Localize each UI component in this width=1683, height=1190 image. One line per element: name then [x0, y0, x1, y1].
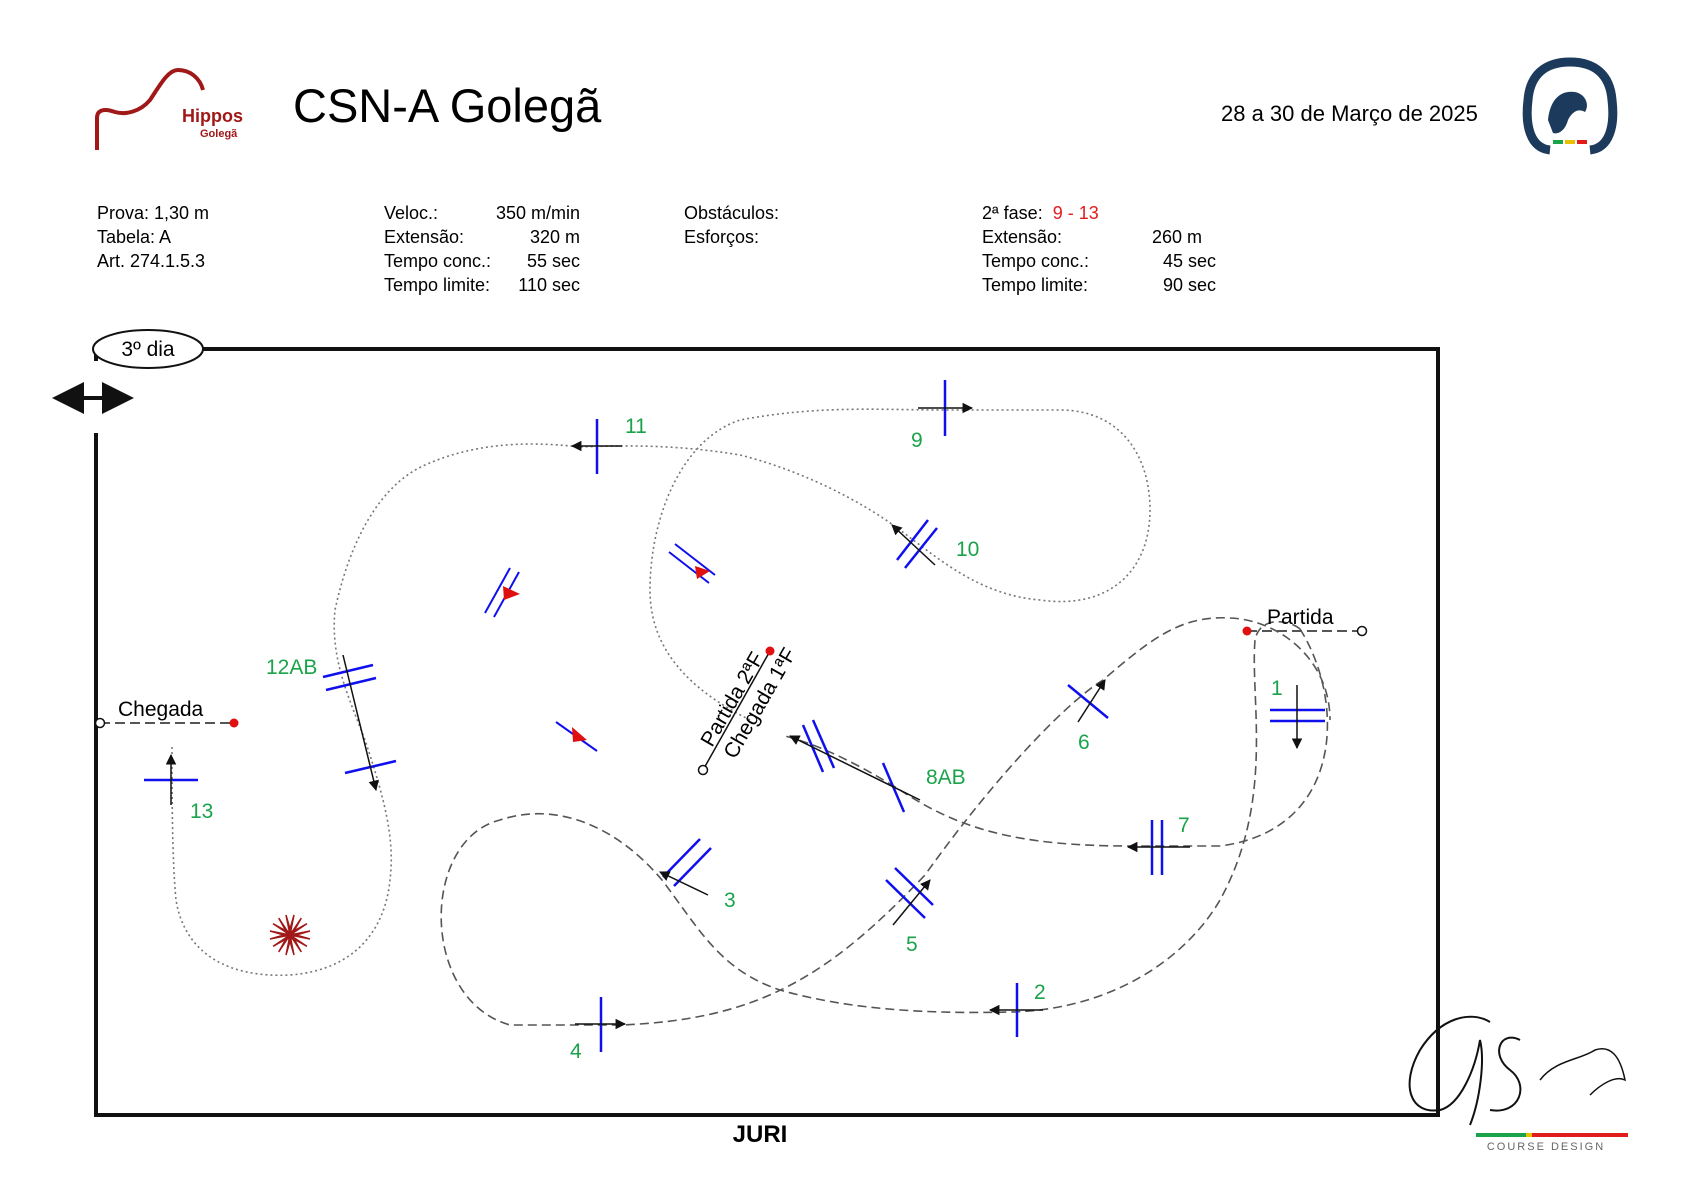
page-title: CSN-A Golegã: [293, 79, 602, 132]
obstacle-13: 13: [144, 753, 213, 823]
flag-icon: [555, 721, 598, 752]
phase2-length-label: Extensão:: [982, 227, 1062, 247]
obstacle-4: 4: [570, 997, 627, 1063]
phase2-label: 2ª fase:: [982, 203, 1043, 223]
info-tabela: Tabela: A: [97, 227, 171, 247]
obstacle-7: 7: [1126, 814, 1190, 875]
finish-label: Chegada: [118, 698, 204, 721]
hippos-logo: Hippos Golegã: [95, 67, 243, 150]
federation-seal: [1522, 57, 1618, 155]
info-efforts-label: Esforços:: [684, 227, 759, 247]
jury-label: JURI: [733, 1121, 788, 1148]
svg-text:2ª fase: 9 - 13: 2ª fase: 9 - 13: [982, 203, 1099, 223]
obstacle-number-11: 11: [625, 415, 647, 438]
obstacle-number-9: 9: [911, 429, 923, 452]
finish-line: Chegada: [94, 698, 239, 729]
obstacle-1: 1: [1270, 677, 1325, 750]
obstacle-number-1: 1: [1271, 677, 1283, 700]
track-phase-1-b: [440, 616, 1331, 1026]
info-limit-value: 110 sec: [518, 275, 580, 295]
info-obstacles-label: Obstáculos:: [684, 203, 779, 223]
info-limit-label: Tempo limite:: [384, 275, 490, 295]
obstacle-10: 10: [891, 519, 979, 569]
obstacle-3: 3: [659, 838, 736, 912]
obstacle-5: 5: [885, 867, 934, 956]
event-date: 28 a 30 de Março de 2025: [1221, 101, 1478, 126]
logo-subtext: Golegã: [200, 128, 238, 140]
obstacle-number-8ab: 8AB: [926, 766, 966, 789]
arena-border: [94, 347, 1440, 1117]
track-phase-1: [784, 628, 1329, 847]
phase2-length-value: 260 m: [1152, 227, 1202, 247]
info-length-value: 320 m: [530, 227, 580, 247]
flower-decoration-icon: [269, 914, 311, 956]
day-label: 3º dia: [92, 329, 204, 369]
info-speed-label: Veloc.:: [384, 203, 438, 223]
info-prova: Prova: 1,30 m: [97, 203, 209, 223]
obstacle-number-4: 4: [570, 1040, 582, 1063]
flag-icon: [484, 567, 520, 618]
info-time-value: 55 sec: [527, 251, 580, 271]
info-block: Prova: 1,30 m Tabela: A Art. 274.1.5.3 V…: [97, 203, 1216, 295]
obstacle-number-12ab: 12AB: [266, 656, 317, 679]
flag-icon: [668, 543, 716, 584]
obstacle-number-10: 10: [956, 538, 979, 561]
obstacle-number-3: 3: [724, 889, 736, 912]
phase2-time-value: 45 sec: [1163, 251, 1216, 271]
obstacle-number-2: 2: [1034, 981, 1046, 1004]
phase2-limit-label: Tempo limite:: [982, 275, 1088, 295]
obstacle-number-5: 5: [906, 933, 918, 956]
designer-logo-text: COURSE DESIGN: [1487, 1141, 1605, 1153]
start-label: Partida: [1267, 606, 1334, 629]
obstacle-12ab: 12AB: [266, 654, 397, 792]
obstacle-2: 2: [988, 981, 1046, 1037]
obstacle-number-13: 13: [190, 800, 213, 823]
logo-text: Hippos: [182, 106, 243, 126]
obstacle-number-7: 7: [1178, 814, 1190, 837]
obstacle-8ab: 8AB: [789, 719, 966, 813]
phase2-value: 9 - 13: [1053, 203, 1099, 223]
start-line: Partida: [1242, 606, 1368, 637]
info-length-label: Extensão:: [384, 227, 464, 247]
phase2-limit-value: 90 sec: [1163, 275, 1216, 295]
svg-text:3º dia: 3º dia: [121, 338, 175, 361]
obstacle-11: 11: [570, 415, 647, 474]
phase-change-line: Partida 2ªF Chegada 1ªF: [696, 644, 801, 776]
course-designer-logo: COURSE DESIGN: [1408, 1015, 1628, 1153]
phase2-time-label: Tempo conc.:: [982, 251, 1089, 271]
info-art: Art. 274.1.5.3: [97, 251, 205, 271]
info-speed-value: 350 m/min: [496, 203, 580, 223]
track-phase-2: [171, 408, 1151, 977]
obstacle-6: 6: [1067, 679, 1109, 754]
obstacle-9: 9: [911, 380, 974, 452]
info-time-label: Tempo conc.:: [384, 251, 491, 271]
obstacle-number-6: 6: [1078, 731, 1090, 754]
